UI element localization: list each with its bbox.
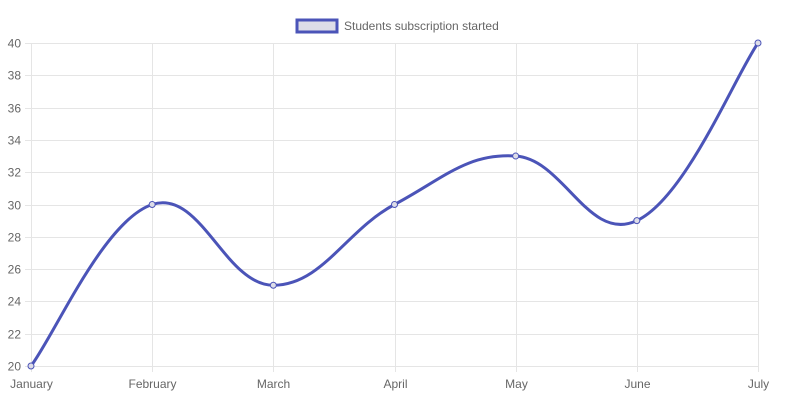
y-tick-label: 28 [8,231,22,245]
data-point [148,201,156,208]
y-tick-label: 30 [8,199,22,213]
legend-swatch [295,18,339,34]
data-point [633,217,641,225]
data-point [391,201,398,208]
x-tick-label: January [10,377,53,391]
x-tick-label: March [257,377,290,391]
y-tick-label: 26 [8,263,22,277]
y-tick-label: 24 [8,295,22,309]
y-tick-label: 20 [8,360,22,374]
data-point [754,39,762,47]
y-tick-label: 40 [8,37,22,51]
y-tick-label: 22 [8,328,22,342]
y-tick-label: 34 [8,134,22,148]
legend-label: Students subscription started [344,19,499,33]
x-tick-label: February [128,377,176,391]
x-tick-label: June [624,377,650,391]
y-tick-label: 32 [8,166,22,180]
x-tick-label: April [383,377,407,391]
y-tick-label: 36 [8,102,22,116]
x-tick-label: July [748,377,769,391]
axes: 20 22 24 26 28 30 32 34 36 38 40 January February Mar… [8,37,770,392]
data-point [269,281,277,289]
legend[interactable]: Students subscription started [295,18,499,34]
y-tick-label: 38 [8,69,22,83]
series-layer [27,39,762,370]
x-tick-label: May [505,377,528,391]
data-point [27,362,35,370]
data-point [512,152,520,160]
